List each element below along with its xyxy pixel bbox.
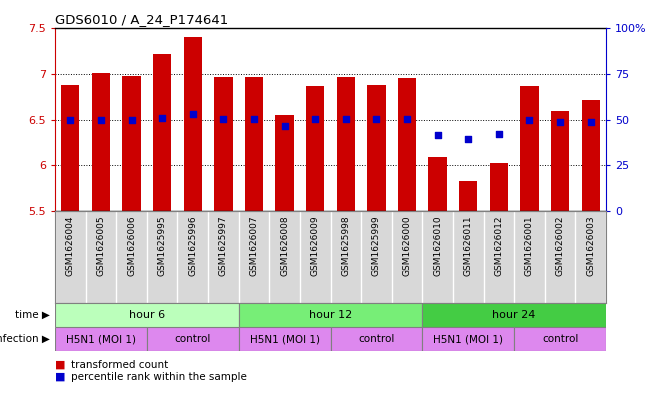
Bar [153, 53, 171, 211]
Point [493, 131, 504, 137]
Text: infection ▶: infection ▶ [0, 334, 50, 344]
Point [402, 116, 412, 122]
Text: percentile rank within the sample: percentile rank within the sample [71, 372, 247, 382]
Text: GDS6010 / A_24_P174641: GDS6010 / A_24_P174641 [55, 13, 229, 26]
Bar [245, 77, 263, 211]
Text: GSM1625998: GSM1625998 [341, 216, 350, 276]
Text: time ▶: time ▶ [15, 310, 50, 320]
Bar [275, 115, 294, 211]
Bar [92, 73, 110, 211]
Point [187, 111, 198, 117]
Bar [122, 75, 141, 211]
Text: GSM1626005: GSM1626005 [96, 216, 105, 276]
Text: transformed count: transformed count [71, 360, 169, 370]
Bar [306, 86, 324, 211]
Point [555, 119, 565, 125]
Point [126, 116, 137, 123]
Text: GSM1626012: GSM1626012 [494, 216, 503, 276]
Text: GSM1626010: GSM1626010 [433, 216, 442, 276]
Bar [459, 181, 477, 211]
Bar [331, 327, 422, 351]
Text: GSM1625999: GSM1625999 [372, 216, 381, 276]
Bar [551, 111, 569, 211]
Text: GSM1626008: GSM1626008 [280, 216, 289, 276]
Text: ■: ■ [55, 372, 66, 382]
Point [310, 116, 320, 122]
Bar [337, 77, 355, 211]
Point [96, 116, 106, 123]
Bar [514, 327, 606, 351]
Text: hour 12: hour 12 [309, 310, 352, 320]
Text: GSM1626000: GSM1626000 [402, 216, 411, 276]
Point [524, 117, 534, 123]
Bar [422, 327, 514, 351]
Text: GSM1626003: GSM1626003 [586, 216, 595, 276]
Bar [422, 303, 606, 327]
Point [218, 116, 229, 122]
Bar [147, 327, 239, 351]
Text: control: control [542, 334, 578, 344]
Bar [61, 85, 79, 211]
Bar [214, 77, 232, 211]
Text: GSM1625997: GSM1625997 [219, 216, 228, 276]
Text: GSM1626007: GSM1626007 [249, 216, 258, 276]
Bar [239, 303, 422, 327]
Text: GSM1626002: GSM1626002 [555, 216, 564, 276]
Point [249, 116, 259, 122]
Text: GSM1625996: GSM1625996 [188, 216, 197, 276]
Bar [581, 100, 600, 211]
Bar [520, 86, 538, 211]
Text: GSM1625995: GSM1625995 [158, 216, 167, 276]
Bar [367, 85, 385, 211]
Text: hour 6: hour 6 [129, 310, 165, 320]
Point [463, 136, 473, 142]
Text: H5N1 (MOI 1): H5N1 (MOI 1) [66, 334, 136, 344]
Text: GSM1626004: GSM1626004 [66, 216, 75, 276]
Bar [398, 78, 416, 211]
Bar [55, 303, 239, 327]
Point [340, 116, 351, 122]
Bar [55, 327, 147, 351]
Point [432, 132, 443, 138]
Text: H5N1 (MOI 1): H5N1 (MOI 1) [434, 334, 503, 344]
Point [585, 119, 596, 125]
Point [371, 116, 381, 122]
Text: hour 24: hour 24 [492, 310, 536, 320]
Text: GSM1626001: GSM1626001 [525, 216, 534, 276]
Text: GSM1626009: GSM1626009 [311, 216, 320, 276]
Text: GSM1626011: GSM1626011 [464, 216, 473, 276]
Text: H5N1 (MOI 1): H5N1 (MOI 1) [249, 334, 320, 344]
Point [65, 116, 76, 123]
Bar [239, 327, 331, 351]
Text: ■: ■ [55, 360, 66, 370]
Text: control: control [358, 334, 395, 344]
Bar [184, 37, 202, 211]
Text: GSM1626006: GSM1626006 [127, 216, 136, 276]
Point [157, 114, 167, 121]
Bar [490, 163, 508, 211]
Text: control: control [174, 334, 211, 344]
Bar [428, 157, 447, 211]
Point [279, 123, 290, 129]
